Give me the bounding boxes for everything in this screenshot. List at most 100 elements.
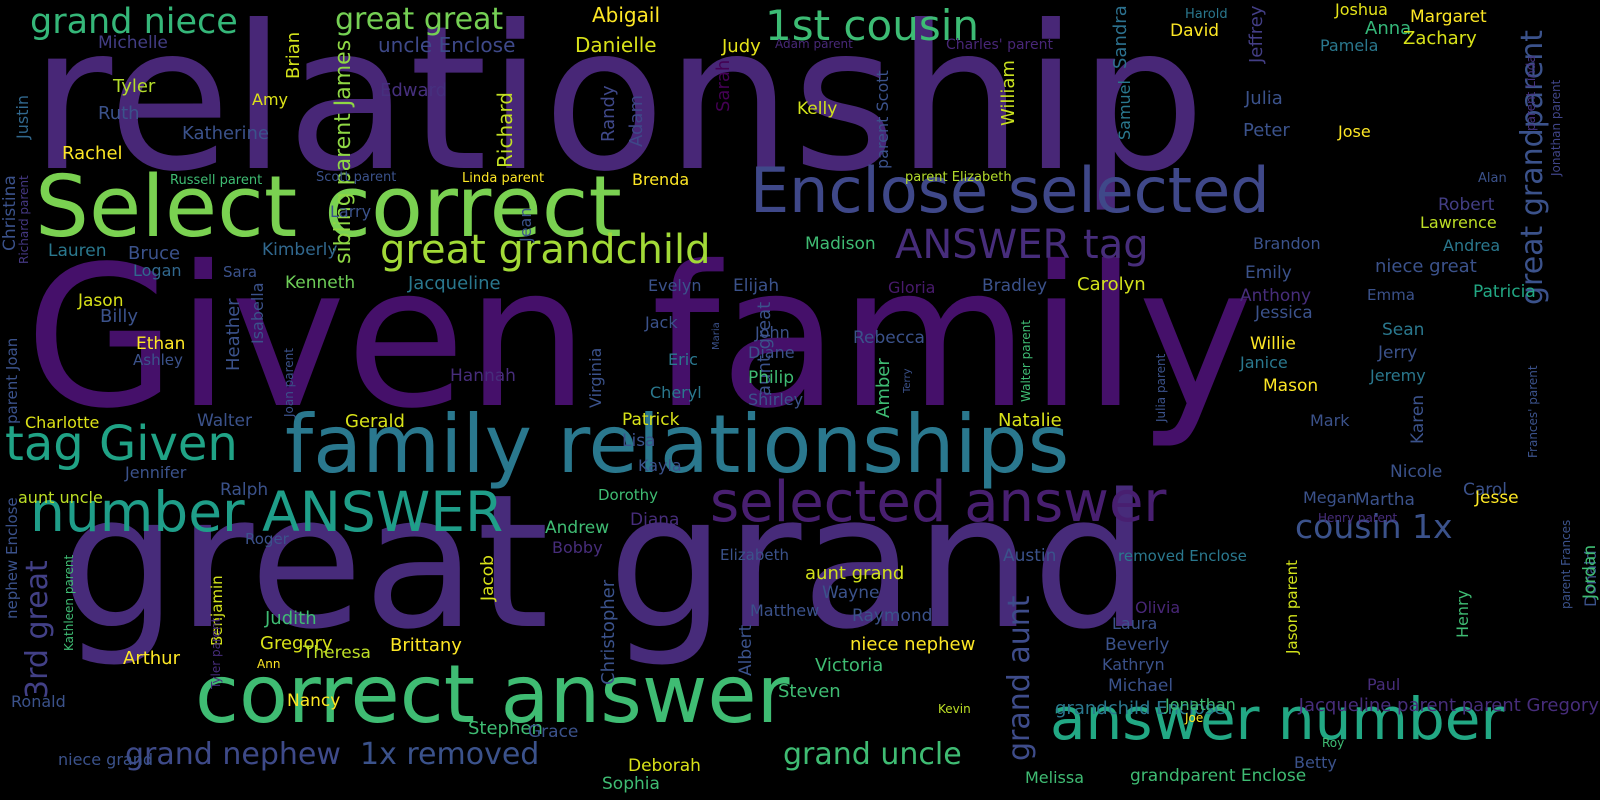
cloud-word: Samuel [1115, 80, 1134, 140]
cloud-word: Maria [711, 322, 722, 350]
cloud-word: Kathryn [1102, 655, 1165, 674]
cloud-word: Ann [257, 657, 281, 671]
cloud-word: Logan [133, 261, 182, 280]
cloud-word: Jonathan [1165, 695, 1236, 714]
cloud-word: Terry [902, 368, 913, 393]
cloud-word: Michelle [98, 33, 168, 53]
cloud-word: Ethan [136, 334, 186, 354]
cloud-word: Jennifer [125, 463, 187, 482]
cloud-word: Amber [873, 358, 894, 418]
cloud-word: Heather [223, 298, 244, 371]
cloud-word: grandparent Enclose [1130, 766, 1307, 786]
cloud-word: Martha [1355, 490, 1415, 510]
cloud-word: Henry [1453, 589, 1472, 638]
cloud-word: Charlotte [25, 413, 100, 432]
cloud-word: Emma [1367, 286, 1415, 304]
cloud-word: Kelly [797, 99, 838, 119]
cloud-word: Kimberly [262, 240, 338, 260]
cloud-word: Ronald [11, 692, 66, 711]
cloud-word: Beverly [1105, 635, 1170, 655]
cloud-word: aunt grand [805, 563, 905, 584]
cloud-word: Elizabeth [720, 546, 790, 564]
cloud-word: Brandon [1253, 234, 1321, 253]
cloud-word: Carol [1463, 480, 1508, 500]
cloud-word: Roger [245, 530, 289, 548]
cloud-word: sibling parent James [331, 39, 356, 264]
cloud-word: Sandra [1110, 5, 1131, 69]
cloud-word: Adam [626, 95, 647, 147]
cloud-word: Joan parent [282, 348, 296, 417]
cloud-word: Andrea [1443, 236, 1501, 255]
cloud-word: Bobby [552, 538, 603, 557]
cloud-word: niece grand [58, 750, 153, 769]
cloud-word: great grandchild [380, 227, 711, 273]
cloud-word: Tyler [113, 76, 156, 97]
cloud-word: Carolyn [1077, 274, 1146, 295]
cloud-word: 1st cousin [765, 1, 979, 50]
cloud-word: Lawrence [1420, 213, 1497, 232]
cloud-word: Kayla [638, 456, 682, 475]
cloud-word: tag Given [5, 416, 238, 472]
cloud-word: Cheryl [650, 383, 702, 402]
cloud-word: Laura [1112, 614, 1158, 633]
cloud-word: Jessica [1255, 303, 1313, 323]
cloud-word: parent Linda [1524, 55, 1538, 131]
cloud-word: Amy [252, 90, 288, 109]
cloud-word: niece nephew [850, 634, 976, 655]
cloud-word: grand niece [30, 2, 238, 42]
cloud-word: Anna [1365, 18, 1412, 39]
cloud-word: 1x removed [360, 737, 540, 772]
cloud-word: Austin [1003, 546, 1057, 566]
cloud-word: Christopher [598, 579, 619, 685]
cloud-word: Enclose selected [750, 154, 1270, 227]
cloud-word: Isabella [248, 282, 267, 344]
cloud-word: Peter [1243, 120, 1290, 141]
cloud-word: Steven [778, 681, 841, 702]
cloud-word: Kathleen parent [62, 554, 76, 651]
cloud-word: Rebecca [853, 328, 925, 348]
cloud-word: Walter parent [1019, 320, 1033, 402]
cloud-word: Ralph [220, 480, 269, 500]
cloud-word: Judy [722, 36, 761, 57]
cloud-word: Diana [630, 510, 680, 530]
cloud-word: Jacqueline [408, 273, 501, 294]
cloud-word: Frances' parent [1526, 365, 1540, 458]
cloud-word: great grand [60, 454, 1150, 670]
cloud-word: Russell parent [170, 173, 263, 188]
cloud-word: Emily [1245, 263, 1292, 283]
cloud-word: Virginia [586, 347, 605, 408]
cloud-word: Patrick [622, 410, 680, 430]
cloud-word: Rachel [62, 143, 123, 164]
cloud-word: Zachary [1403, 28, 1477, 49]
cloud-word: cousin 1x [1295, 507, 1453, 546]
cloud-word: Mason [1263, 376, 1319, 396]
cloud-word: Randy [598, 85, 619, 142]
cloud-word: number ANSWER [30, 480, 504, 544]
cloud-word: niece great [1375, 256, 1477, 277]
cloud-word: Diane [748, 343, 795, 362]
cloud-word: William [998, 60, 1019, 126]
cloud-word: Given family [25, 224, 1254, 451]
cloud-word: answer number [1050, 685, 1505, 753]
cloud-word: Henry parent [1318, 511, 1398, 525]
cloud-word: Jeffrey [1246, 5, 1267, 63]
cloud-word: Gregory [260, 633, 333, 654]
cloud-word: Justin [13, 94, 32, 139]
cloud-word: uncle Enclose [378, 33, 516, 57]
cloud-word: Jesse [1475, 488, 1519, 508]
cloud-word: Kevin [938, 702, 971, 716]
cloud-word: Megan [1303, 488, 1357, 507]
cloud-word: Jack [645, 313, 678, 332]
cloud-word: Wayne [822, 583, 880, 603]
cloud-word: Deborah [628, 756, 701, 776]
cloud-word: Jonathan parent [1549, 79, 1563, 176]
cloud-word: Andrew [545, 518, 610, 538]
cloud-word: Nicole [1390, 462, 1443, 482]
cloud-word: Pamela [1320, 36, 1379, 55]
cloud-word: Julia parent [1154, 353, 1168, 422]
cloud-word: Richard [493, 92, 517, 168]
cloud-word: Edward [380, 80, 448, 101]
cloud-word: Roy [1322, 736, 1345, 750]
cloud-word: grand nephew [125, 737, 341, 772]
